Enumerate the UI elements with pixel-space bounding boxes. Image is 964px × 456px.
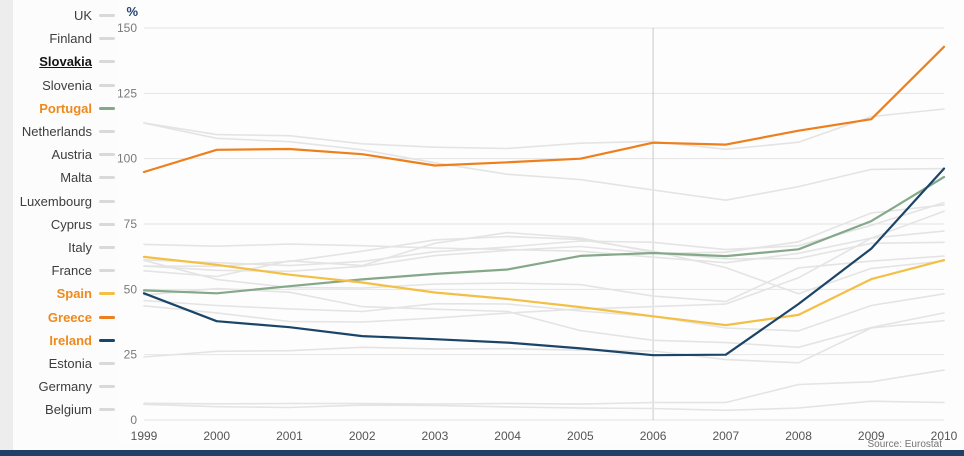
- legend-label: Slovakia: [39, 54, 92, 70]
- legend-item-luxembourg[interactable]: Luxembourg: [13, 190, 117, 213]
- legend-item-slovakia[interactable]: Slovakia: [13, 50, 117, 73]
- legend-item-belgium[interactable]: Belgium: [13, 398, 117, 421]
- y-tick-label: 0: [130, 413, 137, 427]
- legend-item-france[interactable]: France: [13, 259, 117, 282]
- series-estonia[interactable]: [143, 400, 945, 412]
- legend-label: Malta: [60, 170, 92, 186]
- series-netherlands[interactable]: [143, 255, 945, 303]
- series-belgium[interactable]: [143, 122, 945, 201]
- x-tick-label: 2010: [931, 429, 958, 443]
- legend-line-swatch: [99, 385, 115, 389]
- series-portugal[interactable]: [142, 175, 946, 295]
- legend-label: Greece: [47, 309, 92, 325]
- legend-label: UK: [73, 8, 92, 24]
- legend-label: Finland: [49, 31, 92, 47]
- legend-line-swatch: [99, 315, 115, 319]
- x-tick-label: 2003: [422, 429, 449, 443]
- legend-line-swatch: [99, 153, 115, 157]
- x-tick-label: 2000: [203, 429, 230, 443]
- x-tick-label: 2007: [712, 429, 739, 443]
- series-slovakia[interactable]: [143, 287, 945, 349]
- x-tick-label: 2008: [785, 429, 812, 443]
- legend-label: Luxembourg: [19, 193, 92, 209]
- x-tick-label: 2009: [858, 429, 885, 443]
- legend-line-swatch: [99, 106, 115, 110]
- legend-item-uk[interactable]: UK: [13, 4, 117, 27]
- x-tick-label: 2002: [349, 429, 376, 443]
- legend-item-germany[interactable]: Germany: [13, 375, 117, 398]
- legend-line-swatch: [99, 292, 115, 296]
- legend-item-greece[interactable]: Greece: [13, 305, 117, 328]
- country-legend: UK Finland Slovakia Slovenia Portugal Netherl…: [13, 4, 117, 421]
- y-tick-label: 100: [118, 152, 137, 166]
- legend-line-swatch: [99, 222, 115, 226]
- x-tick-label: 2001: [276, 429, 303, 443]
- legend-item-italy[interactable]: Italy: [13, 236, 117, 259]
- y-tick-label: 25: [124, 348, 138, 362]
- series-austria[interactable]: [143, 230, 945, 264]
- series-malta[interactable]: [143, 231, 945, 278]
- y-tick-label: 125: [118, 86, 137, 100]
- series-ireland[interactable]: [142, 167, 946, 357]
- y-tick-label: 75: [124, 217, 138, 231]
- legend-label: Estonia: [48, 355, 92, 371]
- legend-line-swatch: [99, 199, 115, 203]
- legend-label: France: [51, 263, 92, 279]
- legend-item-finland[interactable]: Finland: [13, 27, 117, 50]
- legend-line-swatch: [99, 14, 115, 18]
- legend-line-swatch: [99, 361, 115, 365]
- legend-label: Spain: [56, 286, 92, 302]
- chart-area: 0 25 50 75 100 125 150 1999 2000 2001 2002 2003 2004…: [118, 0, 964, 444]
- legend-line-swatch: [99, 269, 115, 273]
- series-slovenia[interactable]: [143, 319, 945, 364]
- line-chart: 0 25 50 75 100 125 150 1999 2000 2001 2002 2003 2004…: [118, 4, 958, 443]
- x-tick-label: 2006: [640, 429, 667, 443]
- series-uk[interactable]: [143, 210, 945, 323]
- legend-item-austria[interactable]: Austria: [13, 143, 117, 166]
- y-axis-unit-label: %: [126, 4, 138, 19]
- legend-item-ireland[interactable]: Ireland: [13, 329, 117, 352]
- legend-item-spain[interactable]: Spain: [13, 282, 117, 305]
- x-tick-label: 2004: [494, 429, 521, 443]
- legend-item-netherlands[interactable]: Netherlands: [13, 120, 117, 143]
- legend-line-swatch: [99, 176, 115, 180]
- legend-line-swatch: [99, 245, 115, 249]
- legend-item-slovenia[interactable]: Slovenia: [13, 74, 117, 97]
- series-germany[interactable]: [143, 201, 945, 267]
- legend-line-swatch: [99, 83, 115, 87]
- source-credit: Source: Eurostat: [867, 439, 942, 450]
- legend-item-portugal[interactable]: Portugal: [13, 97, 117, 120]
- legend-line-swatch: [99, 338, 115, 342]
- y-tick-label: 50: [124, 282, 138, 296]
- legend-line-swatch: [99, 130, 115, 134]
- legend-item-malta[interactable]: Malta: [13, 166, 117, 189]
- legend-item-cyprus[interactable]: Cyprus: [13, 213, 117, 236]
- x-tick-label: 1999: [131, 429, 158, 443]
- legend-label: Ireland: [49, 332, 92, 348]
- series-spain[interactable]: [142, 255, 946, 327]
- bottom-bar: [0, 450, 964, 456]
- legend-label: Belgium: [45, 402, 92, 418]
- legend-label: Cyprus: [50, 216, 92, 232]
- legend-label: Italy: [68, 239, 92, 255]
- legend-line-swatch: [99, 37, 115, 41]
- legend-label: Germany: [38, 379, 92, 395]
- legend-label: Portugal: [39, 100, 92, 116]
- legend-label: Netherlands: [21, 124, 92, 140]
- series-luxembourg[interactable]: [143, 369, 945, 405]
- y-tick-label: 150: [118, 21, 137, 35]
- legend-line-swatch: [99, 60, 115, 64]
- x-tick-label: 2005: [567, 429, 594, 443]
- series-france[interactable]: [143, 204, 945, 273]
- legend-line-swatch: [99, 408, 115, 412]
- legend-item-estonia[interactable]: Estonia: [13, 352, 117, 375]
- legend-label: Slovenia: [42, 77, 92, 93]
- series-finland[interactable]: [143, 292, 945, 332]
- left-gutter: [0, 0, 13, 450]
- series-cyprus[interactable]: [143, 235, 945, 295]
- legend-label: Austria: [51, 147, 92, 163]
- series-greece[interactable]: [142, 45, 946, 174]
- series-italy[interactable]: [143, 108, 945, 151]
